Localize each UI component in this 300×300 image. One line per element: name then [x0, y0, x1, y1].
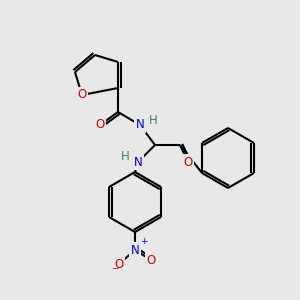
Text: O: O — [183, 155, 193, 169]
Text: N: N — [134, 155, 142, 169]
Text: O: O — [95, 118, 105, 131]
Text: O: O — [77, 88, 87, 101]
Text: H: H — [148, 113, 158, 127]
Text: N: N — [136, 118, 144, 131]
Text: +: + — [140, 237, 148, 246]
Text: O: O — [146, 254, 156, 266]
Text: H: H — [121, 151, 129, 164]
Text: N: N — [130, 244, 140, 256]
Text: O: O — [114, 257, 124, 271]
Text: −: − — [111, 263, 118, 272]
